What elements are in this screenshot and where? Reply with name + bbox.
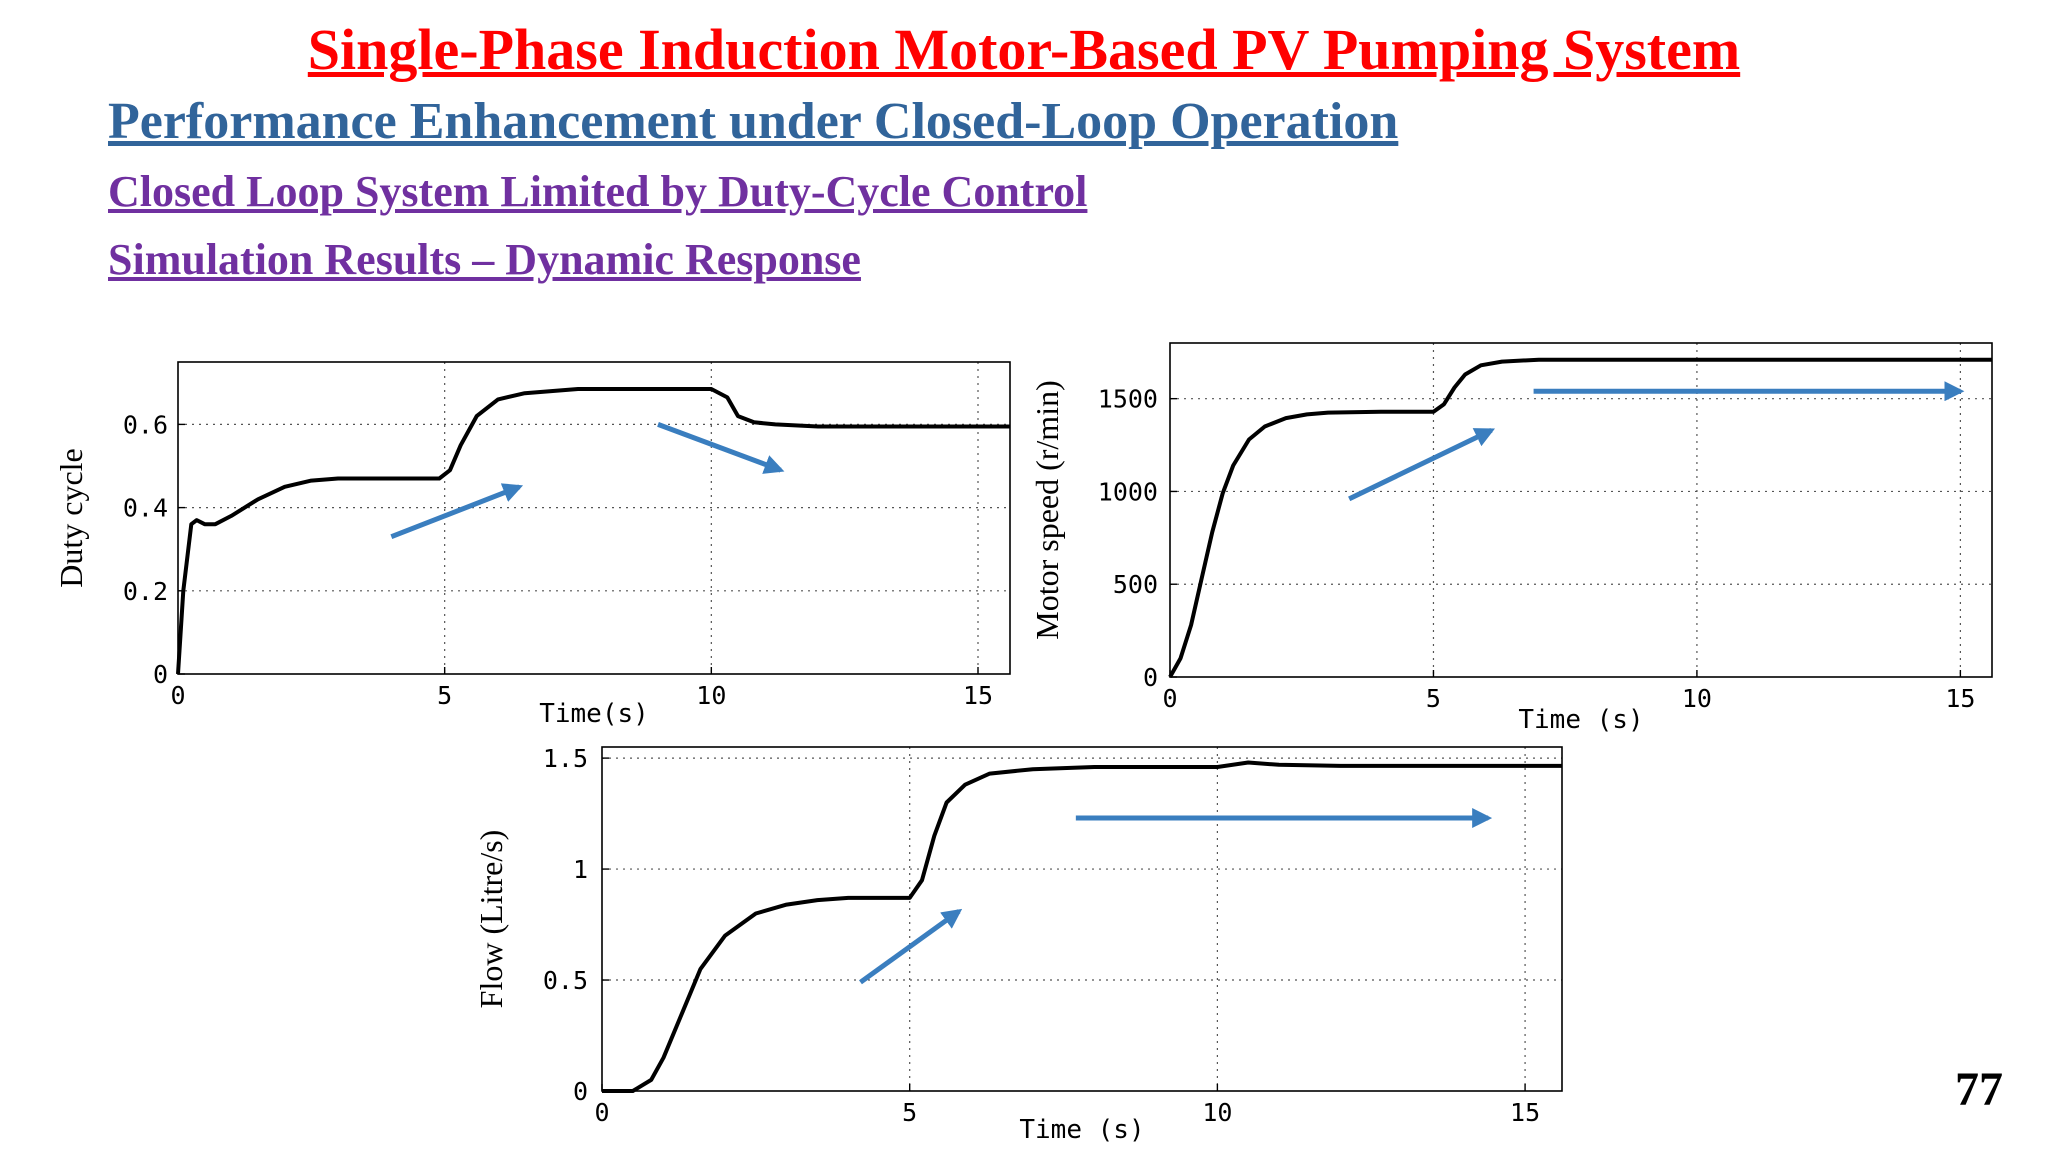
x-tick-label: 10	[1682, 684, 1712, 713]
x-tick-label: 10	[696, 681, 726, 710]
y-tick-label: 0.6	[123, 410, 168, 439]
slide-subtitle-closed-loop: Closed Loop System Limited by Duty-Cycle…	[108, 167, 1088, 216]
flow-chart: 0 5 10 15 0 0.5 1 1.5 Time (s) Flow (Litre/s)	[473, 744, 1563, 1145]
y-tick-label: 500	[1113, 570, 1158, 599]
y-axis-label: Duty cycle	[53, 448, 89, 588]
x-axis-label: Time(s)	[539, 699, 649, 729]
data-series-line	[176, 387, 1010, 675]
x-tick-label: 5	[902, 1098, 917, 1127]
y-tick-label: 1000	[1098, 477, 1158, 506]
annotation-arrow	[1348, 427, 1496, 502]
y-tick-label: 1	[573, 855, 588, 884]
y-tick-label: 0.2	[123, 577, 168, 606]
x-tick-label: 15	[1510, 1098, 1540, 1127]
x-tick-label: 0	[594, 1098, 609, 1127]
y-tick-label: 0	[573, 1077, 588, 1106]
slide-title: Single-Phase Induction Motor-Based PV Pu…	[307, 17, 1741, 82]
motor-speed-chart: 0 5 10 15 0 500 1000 1500 Time (s) Motor speed (r…	[1029, 342, 1993, 735]
x-tick-label: 0	[170, 681, 185, 710]
y-tick-label: 1.5	[543, 744, 588, 773]
annotation-arrow	[657, 422, 785, 474]
y-axis-label: Flow (Litre/s)	[473, 830, 509, 1009]
plot-frame	[601, 746, 1563, 1092]
x-tick-label: 10	[1202, 1098, 1232, 1127]
duty-cycle-chart: 0 5 10 15 0 0.2 0.4 0.6 Time(s) Duty cycle	[53, 361, 1011, 729]
x-tick-label: 0	[1162, 684, 1177, 713]
annotation-arrow	[858, 908, 963, 985]
page-number: 77	[1955, 1063, 2003, 1116]
y-tick-label: 0	[153, 660, 168, 689]
x-tick-label: 5	[437, 681, 452, 710]
x-tick-label: 5	[1426, 684, 1441, 713]
x-axis-label: Time (s)	[1518, 705, 1643, 735]
y-tick-label: 0.5	[543, 966, 588, 995]
plot-frame	[1169, 342, 1993, 678]
plot-frame	[177, 361, 1011, 675]
x-tick-label: 15	[963, 681, 993, 710]
annotation-arrow	[390, 483, 524, 540]
y-tick-label: 0	[1143, 663, 1158, 692]
x-axis-label: Time (s)	[1019, 1115, 1144, 1145]
data-series-line	[1168, 357, 1992, 678]
slide-subtitle-performance: Performance Enhancement under Closed-Loo…	[108, 93, 1399, 150]
y-tick-label: 0.4	[123, 494, 168, 523]
data-series-line	[602, 760, 1562, 1093]
y-tick-label: 1500	[1098, 385, 1158, 414]
y-axis-label: Motor speed (r/min)	[1029, 380, 1065, 640]
x-tick-label: 15	[1945, 684, 1975, 713]
slide-subtitle-simulation: Simulation Results – Dynamic Response	[108, 235, 861, 284]
